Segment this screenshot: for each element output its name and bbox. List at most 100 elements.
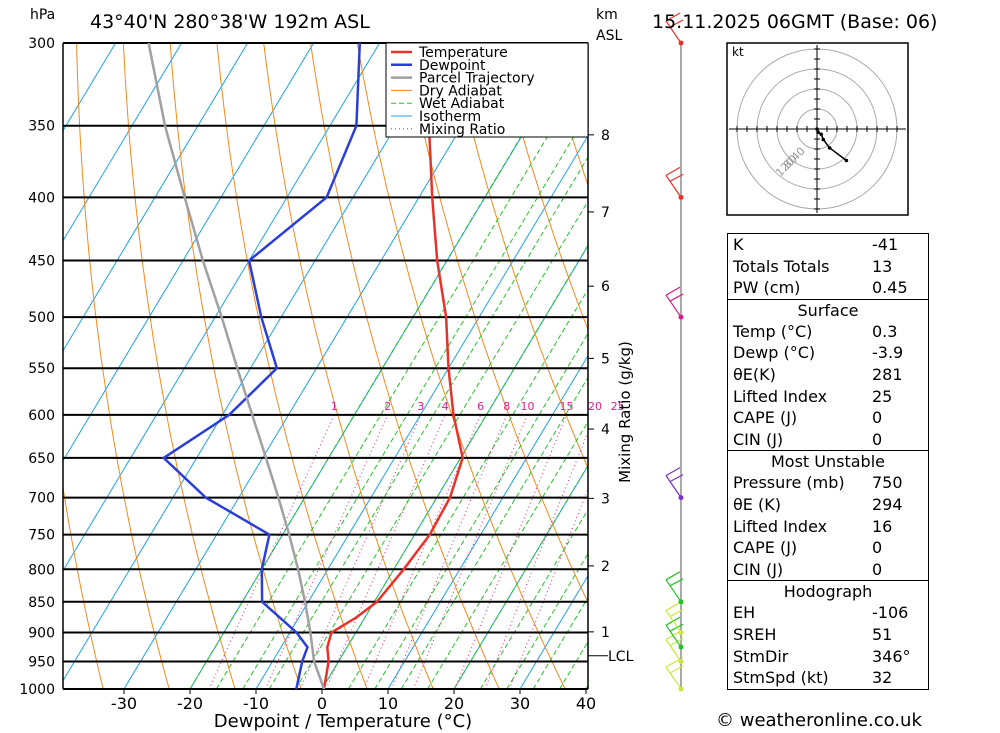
index-label: CAPE (J) [733,408,798,428]
copyright-link[interactable]: © weatheronline.co.uk [716,710,922,731]
mixing-ratio-line [454,414,567,689]
mu-row: Lifted Index 16 [728,516,928,538]
hodograph-point [815,127,819,131]
index-row-totals: Totals Totals 13 [728,256,928,278]
isobar-lines: 300 350 400 450 500 550 600 650 700 750 800 850 900 9… [19,36,588,698]
pressure-tick-label: 350 [28,119,55,135]
legend-box [385,42,589,138]
wind-barb-staff [665,175,682,198]
index-value: 13 [872,256,893,276]
datetime-title: 15.11.2025 06GMT (Base: 06) [652,11,937,33]
mixing-ratio-line [484,430,588,689]
km-tick-label: 8 [601,128,610,144]
pressure-tick-label: 750 [28,528,55,544]
index-row-pw: PW (cm) 0.45 [728,277,928,299]
dry-adiabat-line [263,43,434,689]
legend-entry: Parcel Trajectory [419,71,535,87]
temp-tick-label: 10 [378,694,398,713]
wind-barb-flag [669,173,684,182]
hodograph-unit-label: kt [732,45,744,59]
wind-barb-flag [665,166,681,176]
pressure-tick-label: 1000 [19,682,55,698]
mixing-ratio-line [208,414,335,689]
index-label: Temp (°C) [733,321,813,341]
wind-barb-flag [669,578,684,587]
wind-barb-flag [665,601,681,611]
surface-row: CIN (J) 0 [728,429,928,451]
km-tick-label: 7 [601,205,610,221]
index-label: CIN (J) [733,559,784,579]
index-label: PW (cm) [733,278,801,298]
surface-row: Lifted Index 25 [728,386,928,408]
index-value: 32 [872,668,893,688]
index-value: -106 [872,603,909,623]
index-label: Totals Totals [733,256,830,276]
mixing-ratio-label: 8 [503,400,510,413]
wind-barb-flag [665,658,681,668]
isotherm-line [63,43,447,682]
wind-barb-staff [665,639,682,662]
km-tick-label: 6 [601,279,610,295]
wind-barb-flag [669,637,684,647]
mixing-ratio-label: 15 [559,400,573,413]
index-label: θE (K) [733,494,781,514]
index-value: -41 [872,235,899,254]
pressure-tick-label: 700 [28,491,55,507]
index-value: 0 [872,429,883,449]
wet-adiabat-line [347,288,588,689]
km-tick-label: 1 [601,625,610,641]
mixing-ratio-labels: 1 2 3 4 6 8 10 15 20 25 [331,400,625,413]
pressure-tick-label: 950 [28,654,55,670]
pressure-tick-label: 450 [28,254,55,270]
pressure-tick-label: 650 [28,451,55,467]
index-value: 346° [872,646,911,666]
section-title: Most Unstable [771,452,885,472]
surface-row: CAPE (J) 0 [728,407,928,429]
wind-barb-staff [665,610,682,633]
km-label: km [596,7,618,23]
index-row-k: K -41 [728,234,928,256]
index-label: CAPE (J) [733,538,798,558]
pressure-tick-label: 400 [28,190,55,206]
index-label: CIN (J) [733,429,784,449]
wind-barb-flag [665,286,681,296]
index-label: Dewp (°C) [733,343,816,363]
index-value: 750 [872,473,903,493]
section-title: Surface [797,300,859,320]
surface-section: Surface Temp (°C) 0.3 Dewp (°C) -3.9 θE(K)… [728,298,928,451]
wind-barb-flag [665,12,681,22]
isotherm-line [63,43,183,242]
mixing-ratio-label: 4 [442,400,449,413]
mixing-ratio-line [325,414,446,689]
hodograph-point [827,146,832,150]
location-title: 43°40'N 280°38'W 192m ASL [90,11,370,33]
index-label: Pressure (mb) [733,473,845,493]
temp-tick-label: 40 [576,694,596,713]
wind-barb-staff [665,475,682,498]
index-label: Lifted Index [733,386,828,406]
wet-adiabat-line [189,43,578,689]
wind-barb-flag [669,623,684,632]
legend-entry: Mixing Ratio [419,122,505,138]
temperature-line [322,43,464,689]
wind-barb-flag [669,608,684,617]
temp-tick-label: -30 [111,694,137,713]
asl-label: ASL [596,28,622,44]
index-label: θE(K) [733,364,776,384]
isotherm-line [63,43,249,352]
legend-entry: Isotherm [419,109,481,125]
mixing-ratio-label: 10 [521,400,535,413]
isotherm-line [519,574,588,689]
mixing-ratio-label: 20 [588,400,602,413]
legend-entry: Wet Adiabat [419,96,505,112]
temp-tick-label: -20 [177,694,203,713]
km-tick-label: 3 [601,491,610,507]
mu-row: CAPE (J) 0 [728,537,928,559]
isotherm-line [63,43,381,572]
hodo-row: StmSpd (kt) 32 [728,667,928,689]
wind-barb-flag [665,571,681,581]
index-label: StmDir [733,646,789,666]
